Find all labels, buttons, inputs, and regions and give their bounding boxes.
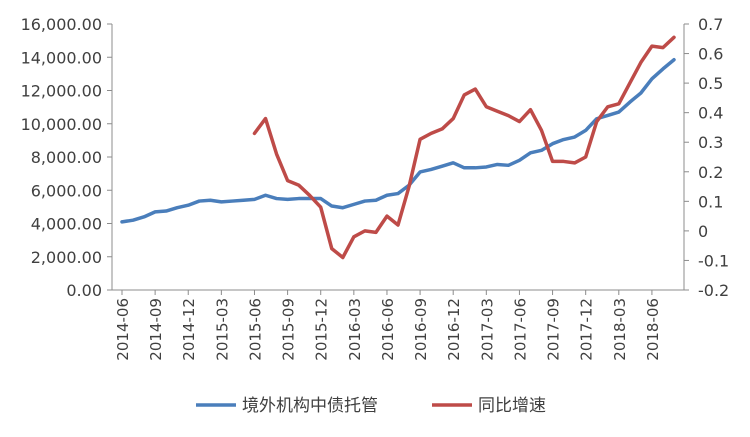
left-tick-label: 16,000.00 xyxy=(21,15,102,34)
x-tick-label: 2017-03 xyxy=(478,298,496,361)
x-tick-label: 2014-06 xyxy=(114,298,132,361)
right-tick-label: 0.3 xyxy=(698,133,723,152)
series-line-yoy xyxy=(252,35,676,260)
left-tick-label: 12,000.00 xyxy=(21,82,102,101)
right-tick-label: 0.5 xyxy=(698,74,723,93)
right-tick-label: 0.2 xyxy=(698,163,723,182)
x-tick-label: 2014-09 xyxy=(147,298,165,361)
right-tick-label: 0.6 xyxy=(698,45,723,64)
legend-label-yoy: 同比增速 xyxy=(478,396,546,416)
x-tick-label: 2017-12 xyxy=(578,298,596,361)
right-tick-label: 0 xyxy=(698,222,708,241)
right-y-axis: -0.2 -0.1 0 0.1 0.2 0.3 0.4 0.5 0.6 0.7 xyxy=(683,15,729,300)
x-tick-label: 2018-03 xyxy=(611,298,629,361)
x-tick-label: 2016-06 xyxy=(379,298,397,361)
right-tick-label: -0.2 xyxy=(698,281,729,300)
left-tick-label: 0.00 xyxy=(66,281,102,300)
x-tick-label: 2015-12 xyxy=(313,298,331,361)
left-y-axis: 0.00 2,000.00 4,000.00 6,000.00 8,000.00 10,0… xyxy=(21,15,113,300)
x-tick-label: 2018-06 xyxy=(644,298,662,361)
x-tick-label: 2017-06 xyxy=(511,298,529,361)
right-tick-label: -0.1 xyxy=(698,251,729,270)
x-tick-label: 2015-03 xyxy=(213,298,231,361)
left-tick-label: 4,000.00 xyxy=(31,215,102,234)
left-tick-label: 6,000.00 xyxy=(31,181,102,200)
left-tick-label: 8,000.00 xyxy=(31,148,102,167)
legend-label-custody: 境外机构中债托管 xyxy=(242,396,378,416)
legend: 境外机构中债托管 同比增速 xyxy=(196,396,546,416)
right-tick-label: 0.7 xyxy=(698,15,723,34)
left-tick-label: 10,000.00 xyxy=(21,115,102,134)
x-tick-label: 2016-09 xyxy=(412,298,430,361)
x-axis: 2014-06 2014-09 2014-12 2015-03 2015-06 2015-… xyxy=(112,289,684,361)
x-tick-label: 2014-12 xyxy=(180,298,198,361)
right-tick-label: 0.4 xyxy=(698,104,723,123)
left-tick-label: 14,000.00 xyxy=(21,48,102,67)
series-line-custody xyxy=(120,57,676,224)
x-tick-label: 2016-03 xyxy=(346,298,364,361)
x-tick-label: 2015-06 xyxy=(246,298,264,361)
x-tick-label: 2016-12 xyxy=(445,298,463,361)
x-tick-label: 2017-09 xyxy=(545,298,563,361)
right-tick-label: 0.1 xyxy=(698,192,723,211)
plot-area xyxy=(120,35,676,260)
x-tick-label: 2015-09 xyxy=(280,298,298,361)
left-tick-label: 2,000.00 xyxy=(31,248,102,267)
